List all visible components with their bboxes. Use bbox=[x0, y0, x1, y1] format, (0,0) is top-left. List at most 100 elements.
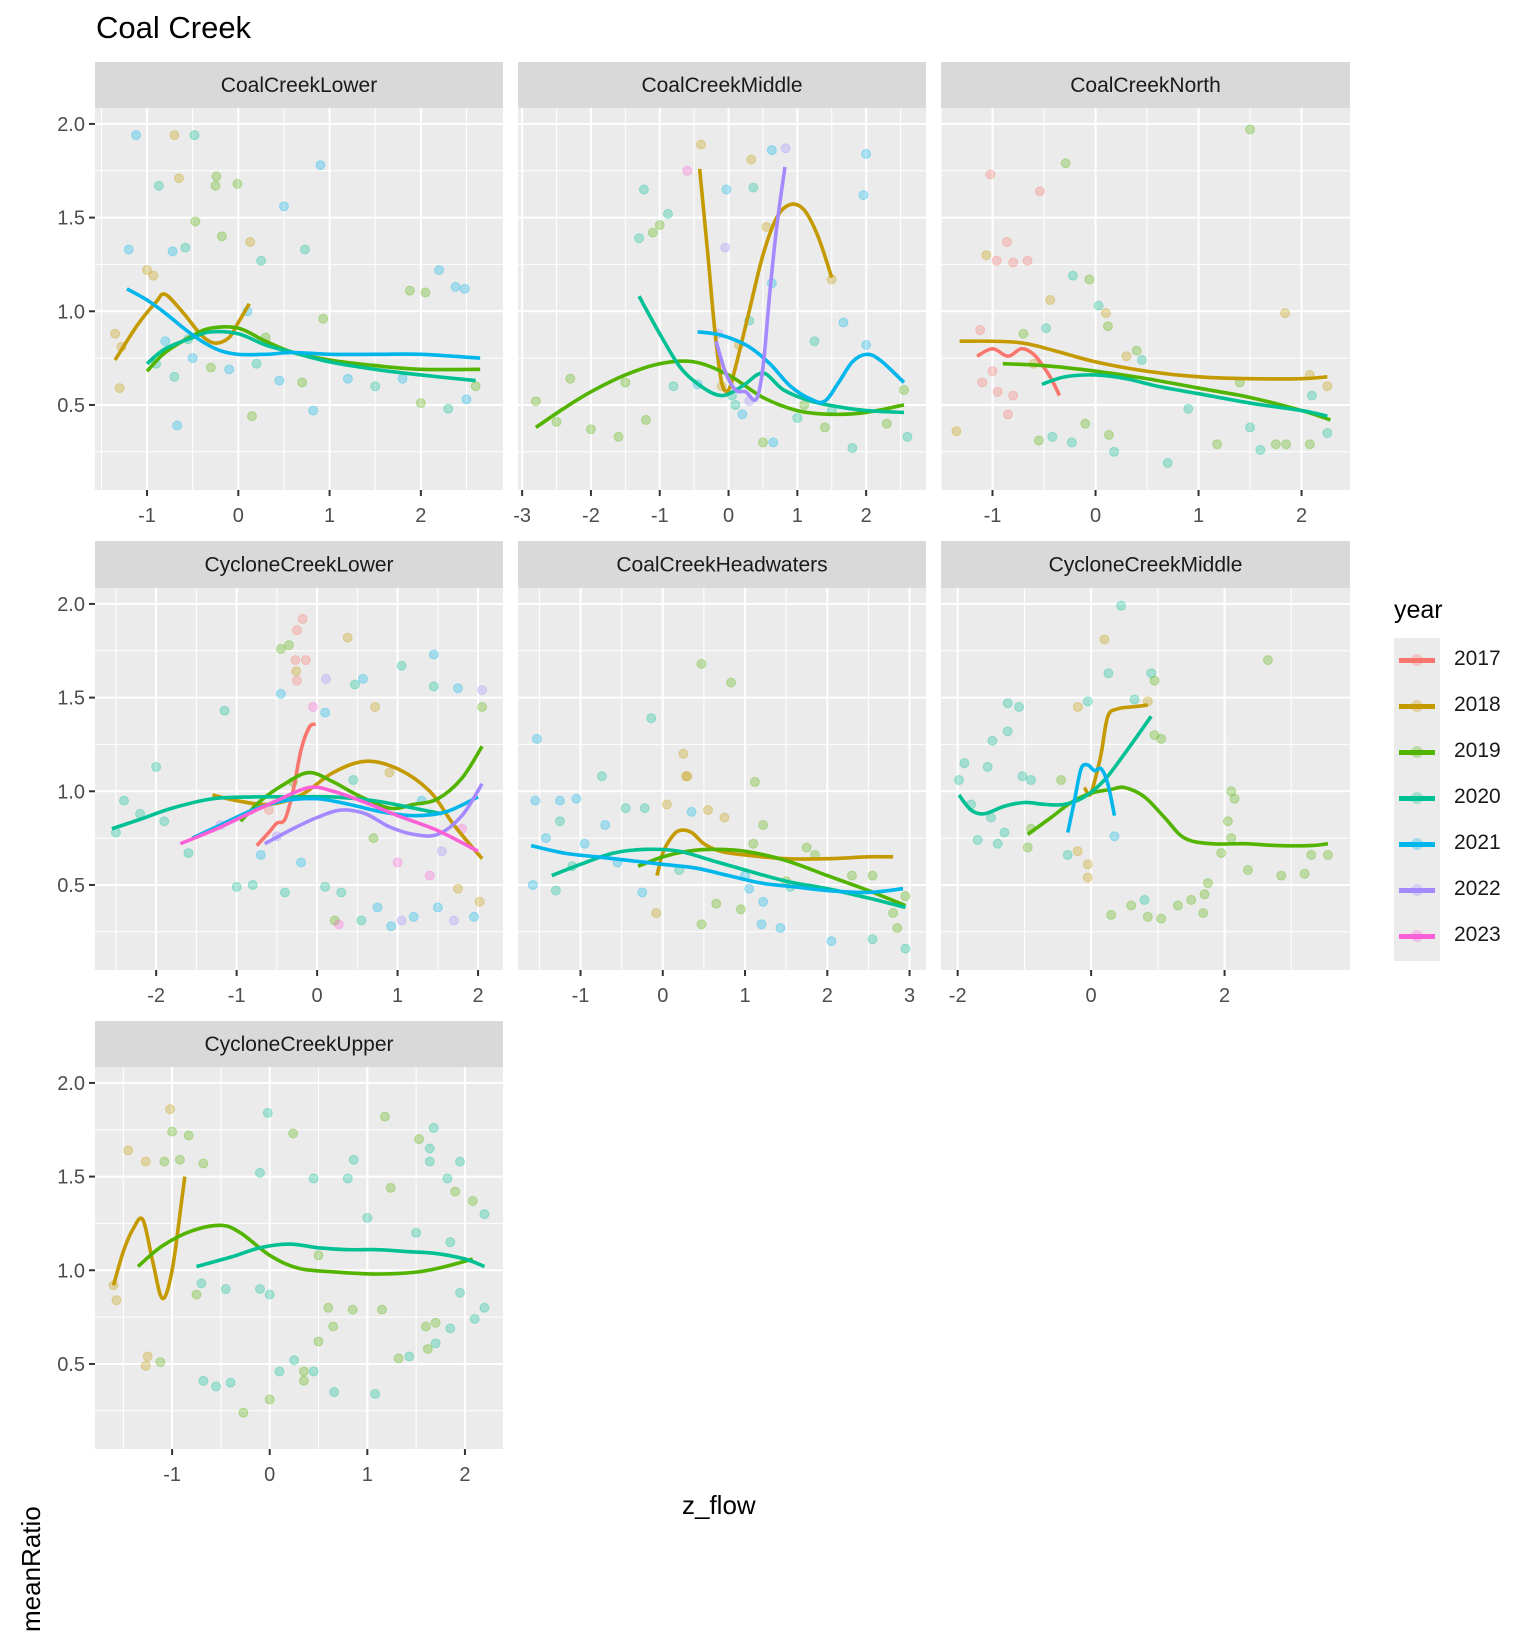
data-point-2020 bbox=[247, 879, 258, 890]
data-point-2020 bbox=[455, 1156, 466, 1167]
data-point-2019 bbox=[205, 362, 216, 373]
data-point-2021 bbox=[308, 405, 319, 416]
data-point-2021 bbox=[554, 795, 565, 806]
facet-panel-CoalCreekLower: CoalCreekLower -1 0 1 2 0.5 1.0 1.5 2.0 bbox=[57, 62, 503, 527]
data-point-2019 bbox=[283, 640, 294, 651]
data-point-2020 bbox=[469, 1313, 480, 1324]
data-point-2020 bbox=[634, 233, 645, 244]
data-point-2021 bbox=[469, 911, 480, 922]
data-point-2019 bbox=[1156, 913, 1167, 924]
data-point-2019 bbox=[654, 220, 665, 231]
data-point-2018 bbox=[148, 270, 159, 281]
data-point-2018 bbox=[1099, 634, 1110, 645]
data-point-2020 bbox=[1322, 428, 1333, 439]
data-point-2020 bbox=[183, 848, 194, 859]
legend-item-2020: 2020 bbox=[1394, 776, 1536, 822]
data-point-2019 bbox=[404, 285, 415, 296]
legend-point-swatch bbox=[1411, 792, 1423, 804]
data-point-2019 bbox=[530, 396, 541, 407]
data-point-2019 bbox=[430, 1317, 441, 1328]
data-point-2019 bbox=[1245, 124, 1256, 135]
y-tick-label: 1.0 bbox=[57, 781, 85, 803]
legend-point-swatch bbox=[1411, 884, 1423, 896]
data-point-2017 bbox=[1022, 255, 1033, 266]
facet-strip bbox=[95, 1021, 503, 1067]
y-tick-label: 1.0 bbox=[57, 301, 85, 323]
data-point-2019 bbox=[1018, 328, 1029, 339]
data-point-2020 bbox=[646, 713, 657, 724]
data-point-2020 bbox=[1129, 694, 1140, 705]
data-point-2020 bbox=[900, 943, 911, 954]
data-point-2018 bbox=[474, 896, 485, 907]
data-point-2019 bbox=[846, 870, 857, 881]
x-tick-label: 1 bbox=[392, 985, 403, 1007]
data-point-2021 bbox=[600, 819, 611, 830]
data-point-2020 bbox=[1017, 771, 1028, 782]
facet-strip-label: CoalCreekMiddle bbox=[641, 74, 802, 97]
data-point-2021 bbox=[450, 281, 461, 292]
data-point-2020 bbox=[1062, 849, 1073, 860]
data-point-2019 bbox=[393, 1353, 404, 1364]
legend-line-swatch bbox=[1399, 842, 1435, 847]
data-point-2019 bbox=[420, 287, 431, 298]
data-point-2017 bbox=[291, 675, 302, 686]
data-point-2020 bbox=[1139, 894, 1150, 905]
data-point-2021 bbox=[434, 265, 445, 276]
data-point-2022 bbox=[477, 685, 488, 696]
data-point-2020 bbox=[443, 403, 454, 414]
data-point-2020 bbox=[1136, 354, 1147, 365]
x-axis-label: z_flow bbox=[682, 1490, 756, 1520]
data-point-2019 bbox=[232, 178, 243, 189]
data-point-2019 bbox=[1226, 786, 1237, 797]
data-point-2017 bbox=[975, 325, 986, 336]
data-point-2020 bbox=[1162, 458, 1173, 469]
data-point-2021 bbox=[861, 148, 872, 159]
data-point-2018 bbox=[140, 1360, 151, 1371]
facet-panel-CycloneCreekMiddle: CycloneCreekMiddle -2 0 2 bbox=[941, 541, 1350, 1007]
data-point-2019 bbox=[749, 776, 760, 787]
data-point-2020 bbox=[404, 1351, 415, 1362]
data-point-2021 bbox=[255, 849, 266, 860]
data-point-2019 bbox=[1216, 848, 1227, 859]
legend-item-2021: 2021 bbox=[1394, 822, 1536, 868]
facet-strip-label: CycloneCreekLower bbox=[204, 554, 393, 577]
data-point-2018 bbox=[703, 805, 714, 816]
data-point-2018 bbox=[452, 883, 463, 894]
data-point-2021 bbox=[766, 145, 777, 156]
data-point-2020 bbox=[219, 705, 230, 716]
data-point-2020 bbox=[251, 358, 262, 369]
data-point-2019 bbox=[613, 431, 624, 442]
data-point-2019 bbox=[275, 643, 286, 654]
data-point-2018 bbox=[370, 701, 381, 712]
data-point-2020 bbox=[596, 771, 607, 782]
data-point-2019 bbox=[1033, 435, 1044, 446]
data-point-2021 bbox=[131, 130, 142, 141]
data-point-2021 bbox=[775, 923, 786, 934]
data-point-2021 bbox=[278, 201, 289, 212]
data-point-2018 bbox=[951, 426, 962, 437]
data-point-2021 bbox=[686, 806, 697, 817]
x-tick-label: 0 bbox=[312, 985, 323, 1007]
data-point-2017 bbox=[290, 655, 301, 666]
x-tick-label: -2 bbox=[582, 505, 600, 527]
data-point-2019 bbox=[450, 1186, 461, 1197]
data-point-2019 bbox=[323, 1302, 334, 1313]
data-point-2017 bbox=[291, 625, 302, 636]
x-tick-label: 1 bbox=[362, 1464, 373, 1486]
panel-background bbox=[518, 108, 926, 490]
data-point-2019 bbox=[467, 1195, 478, 1206]
data-point-2019 bbox=[297, 377, 308, 388]
data-point-2018 bbox=[1082, 872, 1093, 883]
smooth-line-2020 bbox=[957, 715, 1153, 816]
x-tick-label: 0 bbox=[657, 985, 668, 1007]
data-point-2019 bbox=[1212, 439, 1223, 450]
data-point-2022 bbox=[780, 143, 791, 154]
data-point-2019 bbox=[696, 919, 707, 930]
data-point-2020 bbox=[1082, 696, 1093, 707]
facet-panel-CoalCreekHeadwaters: CoalCreekHeadwaters -1 0 1 2 3 bbox=[518, 541, 926, 1007]
data-point-2019 bbox=[640, 414, 651, 425]
data-point-2020 bbox=[1116, 600, 1127, 611]
smooth-line-2018 bbox=[113, 292, 251, 361]
data-point-2019 bbox=[1080, 418, 1091, 429]
data-point-2019 bbox=[1222, 816, 1233, 827]
